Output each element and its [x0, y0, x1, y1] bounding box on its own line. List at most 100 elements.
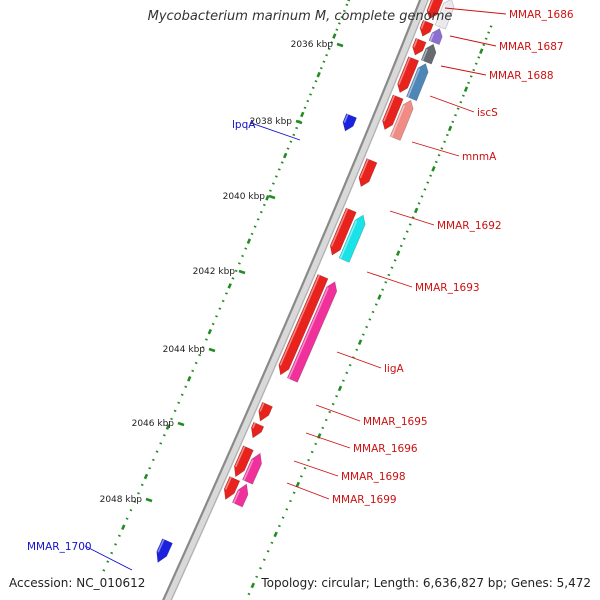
gene-lpqa-leader [253, 123, 301, 141]
scale-tick [447, 125, 453, 132]
gene-mmar-1687-label[interactable]: MMAR_1687 [499, 41, 564, 53]
scale-tick [289, 140, 293, 143]
scale-tick [426, 181, 430, 184]
scale-tick [277, 168, 281, 171]
scale-tick [148, 466, 152, 470]
gene-mmar-1693[interactable] [338, 214, 366, 263]
scale-tick [286, 147, 290, 150]
gene-mmar-1696[interactable] [250, 421, 265, 439]
gene-mmar-1698[interactable] [242, 452, 262, 485]
scale-tick [271, 182, 275, 185]
gene-iscs-label[interactable]: iscS [477, 107, 498, 119]
gene-mmar-1686-label[interactable]: MMAR_1686 [509, 9, 574, 21]
scale-tick [137, 492, 140, 495]
scale-tick [205, 338, 208, 341]
gene-arrow-forward[interactable] [397, 56, 420, 94]
gene-mmar-1698-highlight [243, 459, 254, 481]
scale-tick [159, 442, 163, 445]
gene-mmar-1693-label[interactable]: MMAR_1693 [415, 282, 480, 294]
gene-mmar-1688[interactable] [420, 43, 437, 65]
scale-label: 2036 kbp [291, 40, 334, 50]
gene-mmar-1698-label[interactable]: MMAR_1698 [341, 471, 406, 483]
scale-tick [489, 25, 493, 28]
gene-mmar-1696-label[interactable]: MMAR_1696 [353, 443, 418, 455]
scale-tick [387, 273, 391, 277]
gene-arrow-forward[interactable] [412, 37, 427, 56]
gene-mmar-1700-label[interactable]: MMAR_1700 [27, 541, 92, 553]
scale-tick [262, 558, 266, 561]
gene-mmar-1695-label[interactable]: MMAR_1695 [363, 416, 428, 428]
scale-tick [268, 189, 272, 192]
gene-mmar-1686[interactable] [434, 0, 455, 30]
gene-arrow-forward[interactable] [223, 476, 241, 501]
scale-tick [440, 147, 444, 150]
gene-mnma[interactable] [389, 99, 414, 141]
gene-mmar-1687[interactable] [428, 28, 443, 45]
gene-mmar-1688-label[interactable]: MMAR_1688 [489, 70, 554, 82]
scale-tick [357, 339, 363, 345]
gene-liga-label[interactable]: ligA [384, 363, 404, 375]
scale-tick [327, 47, 331, 50]
scale-label: 2042 kbp [193, 267, 236, 277]
scale-label: 2038 kbp [250, 117, 293, 127]
gene-mmar-1695-leader [315, 404, 361, 422]
gene-liga[interactable] [286, 281, 338, 383]
gene-mnma-label[interactable]: mnmA [462, 151, 497, 163]
forward-strand-genes [156, 0, 444, 564]
scale-tick [300, 111, 305, 118]
scale-tick [340, 16, 344, 19]
gene-mmar-1699[interactable] [232, 483, 249, 508]
scale-tick [443, 140, 447, 143]
gene-mmar-1692[interactable] [358, 158, 378, 188]
gene-mmar-1700[interactable] [156, 538, 173, 564]
scale-tick [431, 166, 436, 172]
scale-tick [311, 86, 315, 90]
gene-mmar-1686-highlight [435, 3, 446, 26]
gene-mmar-1695[interactable] [258, 401, 273, 422]
gene-mmar-1698-leader [293, 460, 339, 477]
gene-lpqa[interactable] [342, 113, 358, 132]
scale-tick [281, 516, 285, 519]
gene-lpqa-label[interactable]: lpqA [232, 119, 256, 131]
scale-tick [225, 292, 228, 295]
gene-arrow-forward[interactable] [278, 274, 329, 376]
scale-tick [277, 524, 281, 528]
gene-liga-leader [336, 351, 382, 369]
scale-tick [303, 106, 307, 109]
gene-arrow-forward[interactable] [426, 0, 444, 20]
gene-arrow-forward-highlight [330, 208, 349, 247]
scale-tick [408, 223, 412, 226]
gene-iscs[interactable] [406, 63, 429, 102]
scale-tick [247, 592, 251, 596]
gene-mmar-1688-highlight [421, 48, 428, 61]
gene-mmar-1692-label[interactable]: MMAR_1692 [437, 220, 502, 232]
backbone-band [162, 0, 429, 600]
gene-arrow-forward[interactable] [419, 19, 434, 37]
scale-tick [187, 375, 192, 382]
scale-tick [184, 385, 188, 388]
scale-tick [177, 401, 181, 405]
scale-tick [180, 393, 184, 396]
gene-arrow-forward[interactable] [329, 207, 357, 256]
scale-label: 2046 kbp [132, 419, 175, 429]
gene-mmar-1700-highlight [157, 539, 165, 553]
scale-tick [459, 100, 463, 104]
gene-arrow-forward[interactable] [233, 445, 254, 478]
gene-mmar-1699-label[interactable]: MMAR_1699 [332, 494, 397, 506]
scale-label: 2048 kbp [100, 495, 143, 505]
gene-mmar-1695-highlight [259, 402, 265, 412]
scale-tick [102, 569, 106, 572]
scale-tick [143, 473, 149, 480]
scale-tick [482, 43, 486, 47]
scale-tick [399, 244, 403, 248]
scale-tick [456, 107, 460, 110]
scale-tick [437, 154, 441, 157]
scale-tick [337, 385, 343, 392]
scale-tick [129, 508, 133, 512]
gene-arrow-forward[interactable] [382, 94, 404, 130]
scale-tick [484, 37, 488, 40]
scale-tick [390, 266, 394, 269]
scale-tick [307, 458, 311, 462]
